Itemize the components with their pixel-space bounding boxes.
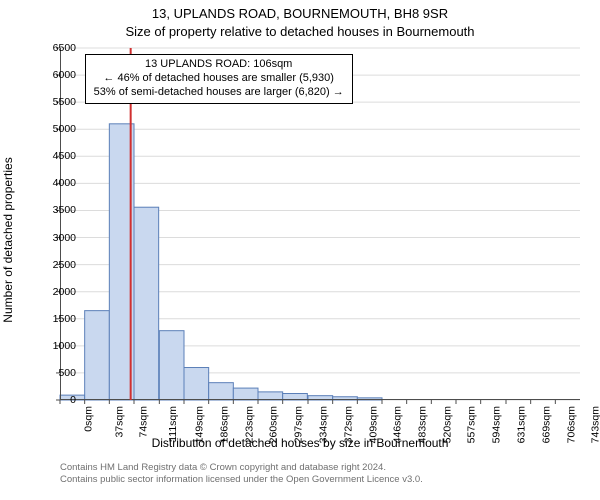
y-tick: 2000: [53, 286, 76, 298]
x-axis-label: Distribution of detached houses by size …: [0, 436, 600, 450]
y-tick: 6000: [53, 69, 76, 81]
callout-box: 13 UPLANDS ROAD: 106sqm ← 46% of detache…: [85, 54, 353, 104]
y-tick: 2500: [53, 259, 76, 271]
chart-container: 13, UPLANDS ROAD, BOURNEMOUTH, BH8 9SR S…: [0, 0, 600, 500]
x-tick: 37sqm: [113, 406, 125, 438]
y-tick: 0: [70, 394, 76, 406]
attribution-line2: Contains public sector information licen…: [60, 474, 423, 486]
callout-line3: 53% of semi-detached houses are larger (…: [94, 86, 344, 100]
y-tick: 5500: [53, 96, 76, 108]
y-axis-label: Number of detached properties: [1, 157, 15, 322]
y-tick: 5000: [53, 123, 76, 135]
attribution-line1: Contains HM Land Registry data © Crown c…: [60, 462, 423, 474]
y-tick: 4500: [53, 150, 76, 162]
y-tick: 500: [58, 367, 76, 379]
chart-title: 13, UPLANDS ROAD, BOURNEMOUTH, BH8 9SR: [0, 6, 600, 21]
y-tick: 4000: [53, 177, 76, 189]
callout-line1: 13 UPLANDS ROAD: 106sqm: [94, 58, 344, 72]
y-tick: 1500: [53, 313, 76, 325]
chart-subtitle: Size of property relative to detached ho…: [0, 24, 600, 39]
y-tick: 1000: [53, 340, 76, 352]
attribution: Contains HM Land Registry data © Crown c…: [60, 462, 423, 486]
y-tick: 3000: [53, 232, 76, 244]
y-tick: 3500: [53, 204, 76, 216]
x-tick: 0sqm: [83, 406, 95, 432]
y-tick: 6500: [53, 42, 76, 54]
callout-line2: ← 46% of detached houses are smaller (5,…: [94, 72, 344, 86]
x-tick: 74sqm: [138, 406, 150, 438]
